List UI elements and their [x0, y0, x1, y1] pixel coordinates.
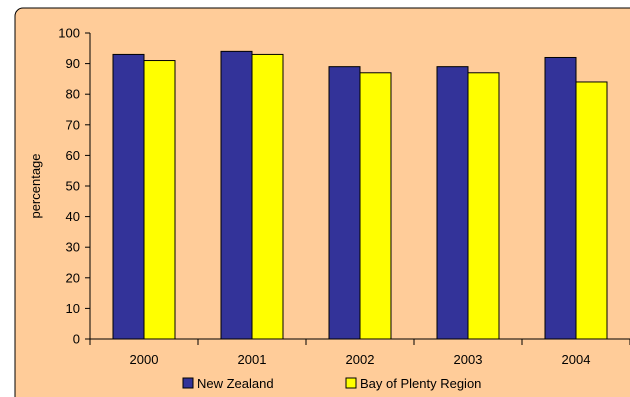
x-tick-label: 2000 [130, 352, 159, 367]
y-tick-label: 0 [73, 332, 80, 347]
y-tick-label: 20 [66, 270, 80, 285]
bar-new-zealand-2002 [328, 66, 361, 340]
bar-bay-of-plenty-2001 [251, 53, 284, 340]
bar-bay-of-plenty-2000 [143, 60, 176, 340]
bar-new-zealand-2003 [436, 66, 469, 340]
y-tick-label: 30 [66, 240, 80, 255]
bar-new-zealand-2001 [220, 50, 253, 340]
y-tick-label: 90 [66, 56, 80, 71]
bars [112, 50, 608, 340]
y-axis: 0 10 20 30 40 50 60 70 80 90 100 [58, 26, 91, 347]
bar-new-zealand-2004 [544, 56, 577, 340]
x-tick-label: 2004 [562, 352, 591, 367]
legend-label: Bay of Plenty Region [360, 376, 481, 391]
legend-label: New Zealand [197, 376, 274, 391]
y-tick-label: 80 [66, 87, 80, 102]
y-axis-title: percentage [28, 153, 43, 218]
x-tick-label: 2001 [238, 352, 267, 367]
legend-swatch [182, 377, 194, 389]
y-tick-label: 50 [66, 179, 80, 194]
bar-bay-of-plenty-2003 [467, 72, 500, 340]
x-axis: 2000 2001 2002 2003 2004 [89, 338, 630, 367]
bar-new-zealand-2000 [112, 53, 145, 340]
y-tick-label: 40 [66, 209, 80, 224]
y-tick-label: 100 [58, 26, 80, 41]
legend-swatch [345, 377, 357, 389]
x-tick-label: 2003 [454, 352, 483, 367]
y-tick-label: 60 [66, 148, 80, 163]
x-tick-label: 2002 [346, 352, 375, 367]
y-tick-label: 10 [66, 301, 80, 316]
y-tick-label: 70 [66, 117, 80, 132]
legend: New Zealand Bay of Plenty Region [182, 376, 481, 391]
bar-bay-of-plenty-2002 [359, 72, 392, 340]
bar-bay-of-plenty-2004 [575, 81, 608, 340]
